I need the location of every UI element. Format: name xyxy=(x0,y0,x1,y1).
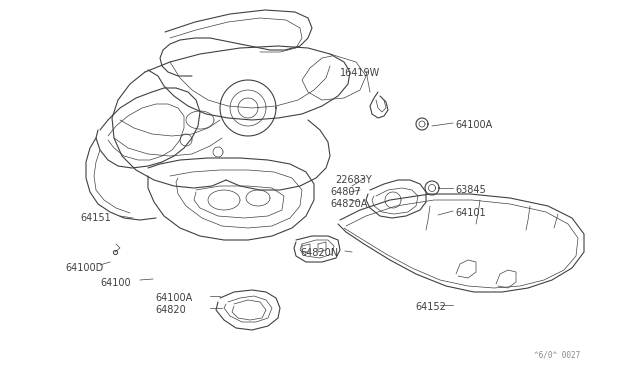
Text: 64100A: 64100A xyxy=(155,293,192,303)
Text: 63845: 63845 xyxy=(455,185,486,195)
Text: 16419W: 16419W xyxy=(340,68,380,78)
Text: ^6/0^ 0027: ^6/0^ 0027 xyxy=(534,351,580,360)
Text: 64807: 64807 xyxy=(330,187,361,197)
Text: 64151: 64151 xyxy=(80,213,111,223)
Text: 22683Y: 22683Y xyxy=(335,175,372,185)
Text: 64100: 64100 xyxy=(100,278,131,288)
Text: 64152: 64152 xyxy=(415,302,446,312)
Text: 64820A: 64820A xyxy=(330,199,367,209)
Text: 64820N: 64820N xyxy=(300,248,338,258)
Text: 64820: 64820 xyxy=(155,305,186,315)
Text: 64100D: 64100D xyxy=(65,263,103,273)
Text: 64100A: 64100A xyxy=(455,120,492,130)
Text: 64101: 64101 xyxy=(455,208,486,218)
